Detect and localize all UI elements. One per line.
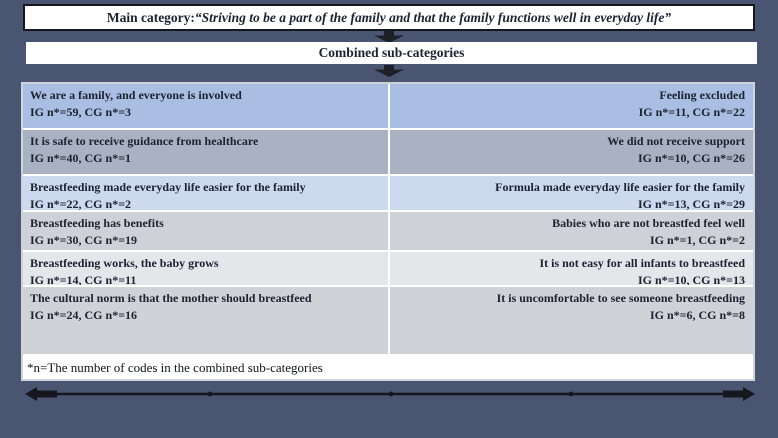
subcategory-counts: IG n*=1, CG n*=2 xyxy=(649,233,745,247)
subcategory-counts: IG n*=6, CG n*=8 xyxy=(649,308,745,322)
timeline-dot xyxy=(388,391,394,397)
ig-subcategory-cell: Breastfeeding made everyday life easier … xyxy=(23,176,388,210)
table-row: We are a family, and everyone is involve… xyxy=(23,84,753,130)
subcategory-counts: IG n*=11, CG n*=22 xyxy=(638,105,745,119)
combined-subcategories-box: Combined sub-categories xyxy=(26,42,757,64)
subcategory-counts: IG n*=14, CG n*=11 xyxy=(30,273,137,285)
table-row: The cultural norm is that the mother sho… xyxy=(23,287,753,356)
subcategory-title: We are a family, and everyone is involve… xyxy=(30,88,242,102)
subcategory-title: It is not easy for all infants to breast… xyxy=(539,256,745,270)
subcategories-table: We are a family, and everyone is involve… xyxy=(21,82,755,381)
cg-subcategory-cell: Feeling excluded IG n*=11, CG n*=22 xyxy=(388,84,753,128)
subcategory-title: Formula made everyday life easier for th… xyxy=(495,180,745,194)
cg-subcategory-cell: Formula made everyday life easier for th… xyxy=(388,176,753,210)
main-category-box: Main category: “Striving to be a part of… xyxy=(23,4,755,31)
subcategory-counts: IG n*=30, CG n*=19 xyxy=(30,233,138,247)
subcategory-title: It is safe to receive guidance from heal… xyxy=(30,134,259,148)
down-arrow-icon xyxy=(374,31,404,43)
ig-subcategory-cell: We are a family, and everyone is involve… xyxy=(23,84,388,128)
main-category-quote: “Striving to be a part of the family and… xyxy=(194,9,672,25)
timeline-dot xyxy=(568,391,574,397)
table-row: Breastfeeding made everyday life easier … xyxy=(23,176,753,212)
cg-subcategory-cell: Babies who are not breastfed feel well I… xyxy=(388,212,753,250)
subcategory-counts: IG n*=13, CG n*=29 xyxy=(637,197,745,210)
subcategory-counts: IG n*=10, CG n*=26 xyxy=(637,151,745,165)
table-row: Breastfeeding has benefits IG n*=30, CG … xyxy=(23,212,753,252)
timeline-dot xyxy=(207,391,213,397)
subcategory-counts: IG n*=22, CG n*=2 xyxy=(30,197,132,210)
table-footnote: *n=The number of codes in the combined s… xyxy=(23,356,753,379)
table-row: It is safe to receive guidance from heal… xyxy=(23,130,753,176)
subcategory-title: It is uncomfortable to see someone breas… xyxy=(496,291,745,305)
subcategory-title: Breastfeeding made everyday life easier … xyxy=(30,180,306,194)
subcategory-title: Breastfeeding works, the baby grows xyxy=(30,256,219,270)
table-row: Breastfeeding works, the baby grows IG n… xyxy=(23,252,753,287)
main-category-label: Main category: xyxy=(106,9,195,25)
cg-subcategory-cell: It is not easy for all infants to breast… xyxy=(388,252,753,285)
ig-subcategory-cell: It is safe to receive guidance from heal… xyxy=(23,130,388,174)
down-arrow-icon xyxy=(374,65,404,77)
subcategory-title: Babies who are not breastfed feel well xyxy=(552,216,745,230)
subcategory-counts: IG n*=40, CG n*=1 xyxy=(30,151,132,165)
ig-subcategory-cell: Breastfeeding works, the baby grows IG n… xyxy=(23,252,388,285)
subcategory-title: We did not receive support xyxy=(607,134,745,148)
cg-subcategory-cell: We did not receive support IG n*=10, CG … xyxy=(388,130,753,174)
subcategory-title: Breastfeeding has benefits xyxy=(30,216,164,230)
subcategory-counts: IG n*=59, CG n*=3 xyxy=(30,105,132,119)
subcategory-counts: IG n*=24, CG n*=16 xyxy=(30,308,138,322)
ig-subcategory-cell: Breastfeeding has benefits IG n*=30, CG … xyxy=(23,212,388,250)
subcategory-title: Feeling excluded xyxy=(659,88,745,102)
subcategory-title: The cultural norm is that the mother sho… xyxy=(30,291,312,305)
combined-subcategories-label: Combined sub-categories xyxy=(318,45,465,60)
cg-subcategory-cell: It is uncomfortable to see someone breas… xyxy=(388,287,753,354)
ig-subcategory-cell: The cultural norm is that the mother sho… xyxy=(23,287,388,354)
double-arrow-icon xyxy=(25,387,755,401)
subcategory-counts: IG n*=10, CG n*=13 xyxy=(637,273,745,285)
